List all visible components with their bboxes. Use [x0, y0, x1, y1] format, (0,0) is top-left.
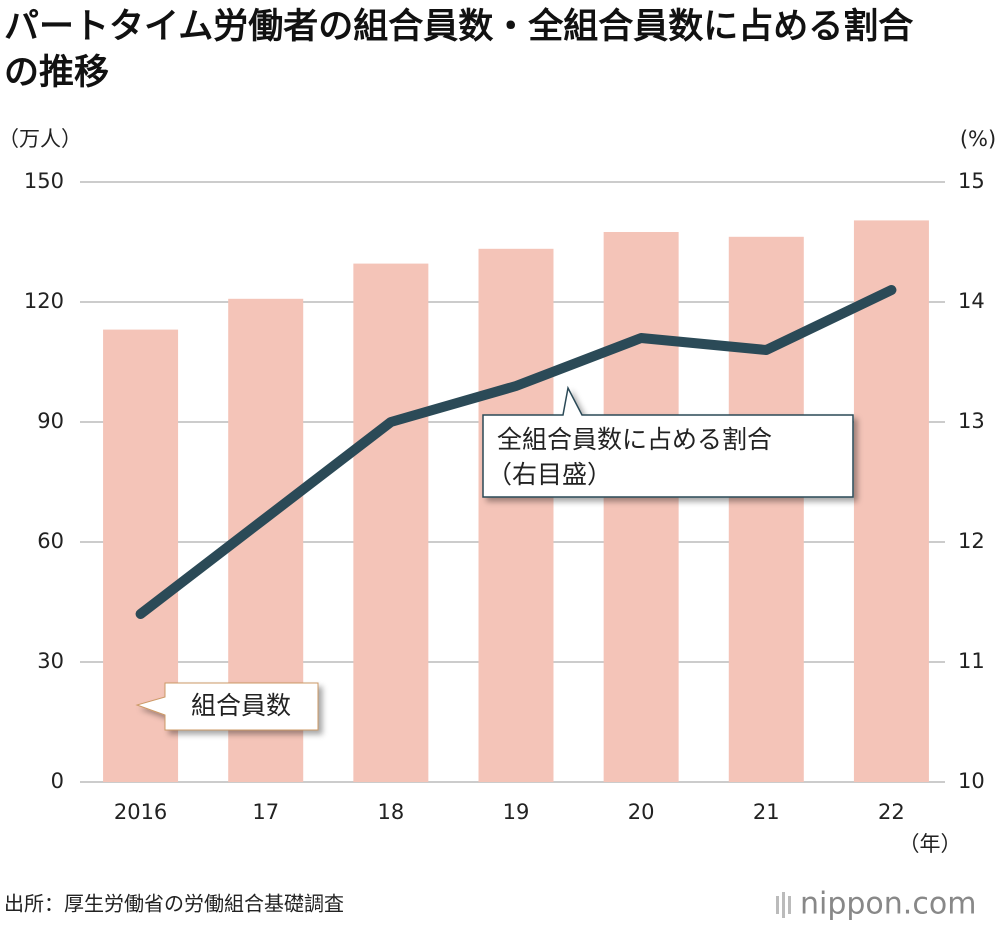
y-tick-label: 150 [24, 169, 64, 193]
logo-mark [776, 892, 791, 918]
y2-tick-label: 10 [958, 769, 985, 793]
callout-box [135, 682, 319, 731]
y-tick-label: 90 [37, 409, 64, 433]
bar [853, 220, 929, 782]
x-tick-label: 18 [377, 800, 404, 824]
y-axis-unit: （万人） [0, 127, 82, 151]
y2-tick-label: 13 [958, 409, 985, 433]
x-tick-label: 22 [878, 800, 905, 824]
x-axis-unit: （年） [899, 832, 962, 856]
source: 出所：厚生労働省の労働組合基礎調査 [4, 892, 344, 916]
x-tick-label: 17 [252, 800, 279, 824]
y2-tick-label: 15 [958, 169, 985, 193]
legend-label: 組合員数 [191, 691, 291, 720]
legend-label: 全組合員数に占める割合 [497, 425, 772, 454]
bar [728, 236, 804, 783]
bar [603, 232, 679, 782]
line [135, 285, 897, 619]
y-tick-label: 30 [37, 649, 64, 673]
x-tick-label: 21 [753, 800, 780, 824]
bar [353, 263, 429, 783]
y2-tick-label: 14 [958, 289, 985, 313]
callout-box [482, 385, 854, 498]
y-tick-label: 120 [24, 289, 64, 313]
legend-callout [482, 385, 854, 498]
y2-tick-label: 11 [958, 649, 985, 673]
x-tick-label: 20 [628, 800, 655, 824]
y2-tick-label: 12 [958, 529, 985, 553]
x-tick-label: 2016 [114, 800, 167, 824]
y-tick-label: 0 [51, 769, 64, 793]
legend-note: （右目盛） [487, 460, 612, 489]
legend-callout [135, 682, 319, 731]
bar [478, 248, 554, 783]
y-tick-label: 60 [37, 529, 64, 553]
y2-axis-unit: (%) [960, 127, 996, 151]
x-tick-label: 19 [503, 800, 530, 824]
chart-title: パートタイム労働者の組合員数・全組合員数に占める割合の推移 [4, 7, 914, 93]
logo: nippon.com [800, 887, 976, 922]
